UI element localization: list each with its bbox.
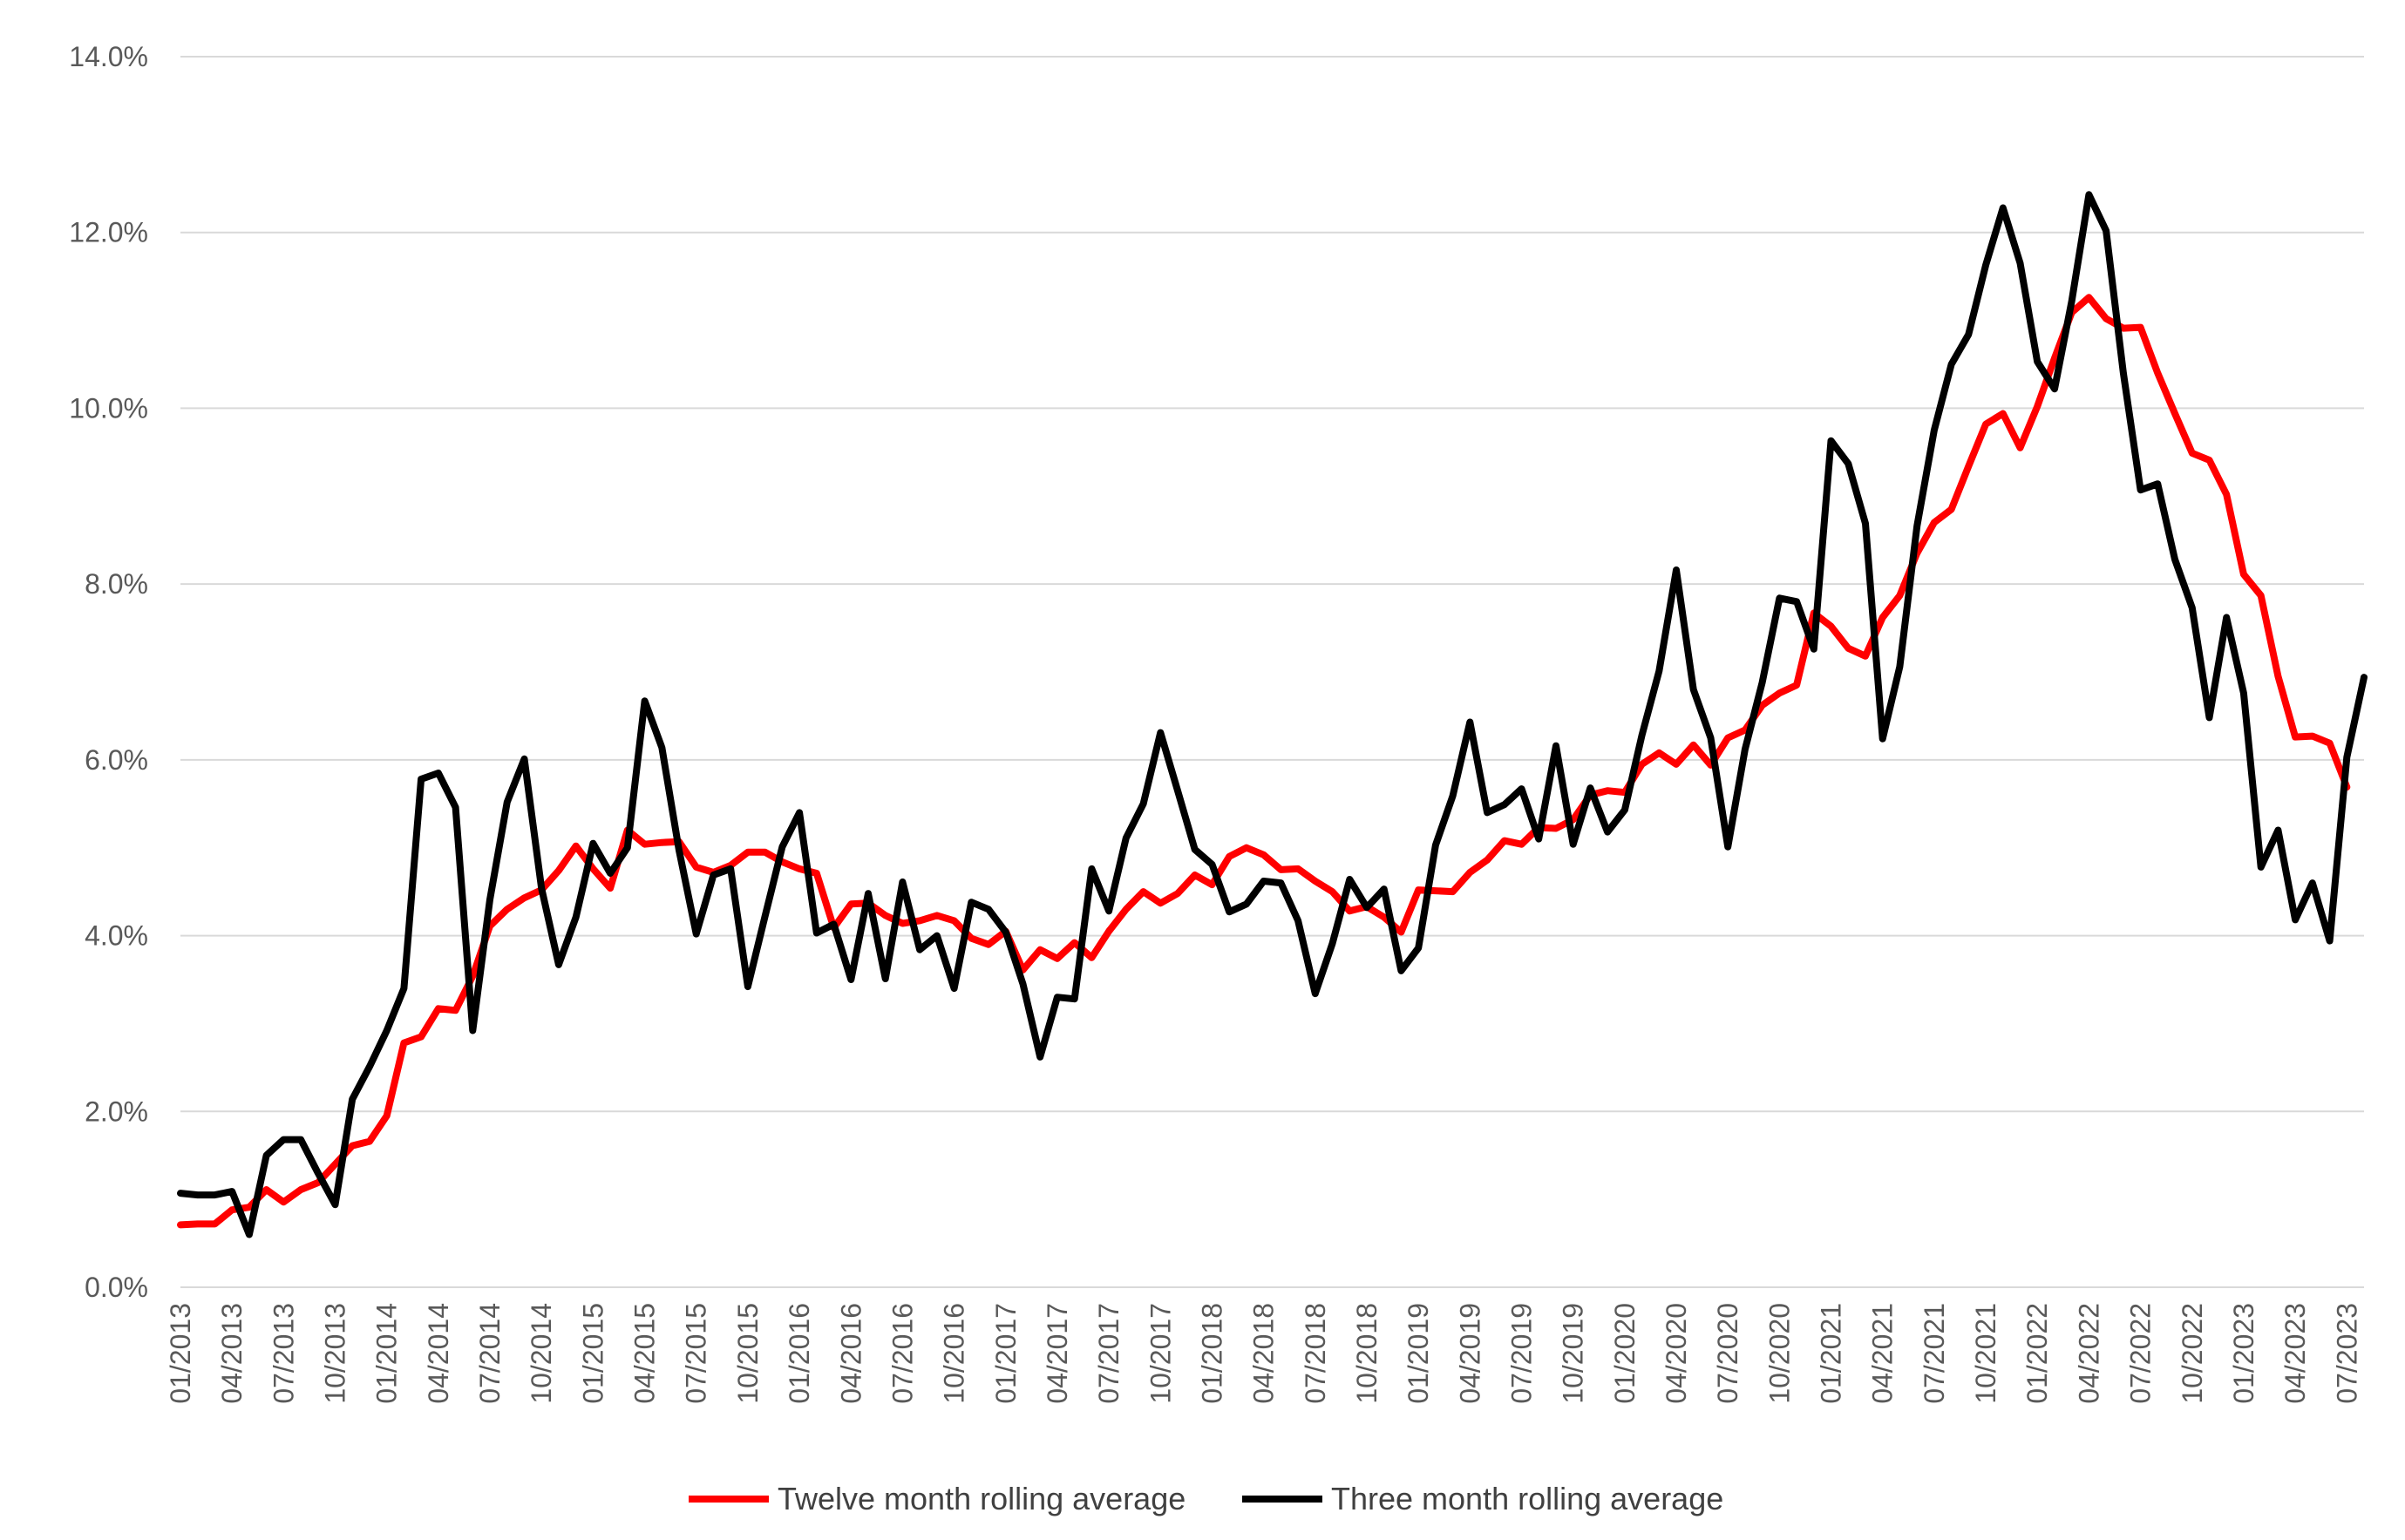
x-tick-label: 10/2017: [1145, 1303, 1176, 1404]
x-tick-label: 04/2015: [629, 1303, 661, 1404]
x-tick-label: 04/2021: [1867, 1303, 1899, 1404]
y-tick-label: 2.0%: [85, 1096, 148, 1127]
x-tick-label: 01/2022: [2021, 1303, 2053, 1404]
x-tick-label: 04/2019: [1454, 1303, 1485, 1404]
x-tick-label: 04/2022: [2073, 1303, 2104, 1404]
x-tick-label: 01/2023: [2228, 1303, 2259, 1404]
series-line-three-month: [177, 191, 2368, 1238]
legend: Twelve month rolling average Three month …: [689, 1481, 1723, 1516]
y-tick-label: 14.0%: [69, 41, 148, 72]
y-tick-label: 6.0%: [85, 744, 148, 776]
x-tick-label: 01/2013: [165, 1303, 196, 1404]
x-tick-label: 04/2013: [216, 1303, 248, 1404]
x-tick-label: 07/2023: [2331, 1303, 2362, 1404]
series-line-twelve-month: [177, 294, 2351, 1229]
x-tick-label: 10/2020: [1763, 1303, 1795, 1404]
x-tick-label: 07/2013: [268, 1303, 299, 1404]
x-tick-label: 07/2018: [1300, 1303, 1331, 1404]
x-tick-label: 07/2022: [2125, 1303, 2157, 1404]
x-tick-label: 01/2018: [1196, 1303, 1227, 1404]
x-tick-label: 04/2014: [423, 1303, 454, 1404]
x-tick-label: 07/2020: [1712, 1303, 1743, 1404]
x-tick-label: 01/2015: [577, 1303, 608, 1404]
y-tick-label: 8.0%: [85, 568, 148, 600]
x-tick-label: 10/2018: [1351, 1303, 1383, 1404]
x-tick-label: 01/2020: [1609, 1303, 1641, 1404]
legend-label: Twelve month rolling average: [778, 1481, 1186, 1516]
x-tick-label: 07/2019: [1506, 1303, 1538, 1404]
x-tick-label: 01/2019: [1403, 1303, 1434, 1404]
x-tick-label: 04/2018: [1248, 1303, 1280, 1404]
x-tick-label: 04/2020: [1661, 1303, 1692, 1404]
y-tick-label: 0.0%: [85, 1272, 148, 1303]
x-tick-label: 10/2021: [1970, 1303, 2001, 1404]
x-axis: 01/2013 04/2013 07/2013 10/2013 01/2014 04/20…: [165, 1303, 2362, 1404]
y-tick-label: 4.0%: [85, 920, 148, 952]
x-tick-label: 01/2014: [371, 1303, 403, 1404]
x-tick-label: 07/2017: [1093, 1303, 1124, 1404]
x-tick-label: 01/2021: [1816, 1303, 1847, 1404]
x-tick-label: 04/2017: [1042, 1303, 1073, 1404]
x-tick-label: 07/2021: [1919, 1303, 1950, 1404]
x-tick-label: 01/2017: [990, 1303, 1022, 1404]
x-tick-label: 04/2023: [2279, 1303, 2311, 1404]
y-axis: 0.0% 2.0% 4.0% 6.0% 8.0% 10.0% 12.0% 14.0%: [69, 41, 148, 1303]
x-tick-label: 10/2013: [320, 1303, 351, 1404]
x-tick-label: 10/2014: [526, 1303, 557, 1404]
y-tick-label: 12.0%: [69, 217, 148, 248]
x-tick-label: 10/2015: [732, 1303, 764, 1404]
y-tick-label: 10.0%: [69, 392, 148, 424]
gridlines: [180, 56, 2364, 1288]
x-tick-label: 04/2016: [835, 1303, 866, 1404]
x-tick-label: 07/2014: [474, 1303, 506, 1404]
x-tick-label: 07/2015: [681, 1303, 712, 1404]
legend-label: Three month rolling average: [1331, 1481, 1723, 1516]
x-tick-label: 01/2016: [784, 1303, 815, 1404]
series-lines: [177, 191, 2368, 1238]
x-tick-label: 07/2016: [887, 1303, 918, 1404]
x-tick-label: 10/2022: [2177, 1303, 2208, 1404]
x-tick-label: 10/2019: [1558, 1303, 1589, 1404]
x-tick-label: 10/2016: [939, 1303, 970, 1404]
